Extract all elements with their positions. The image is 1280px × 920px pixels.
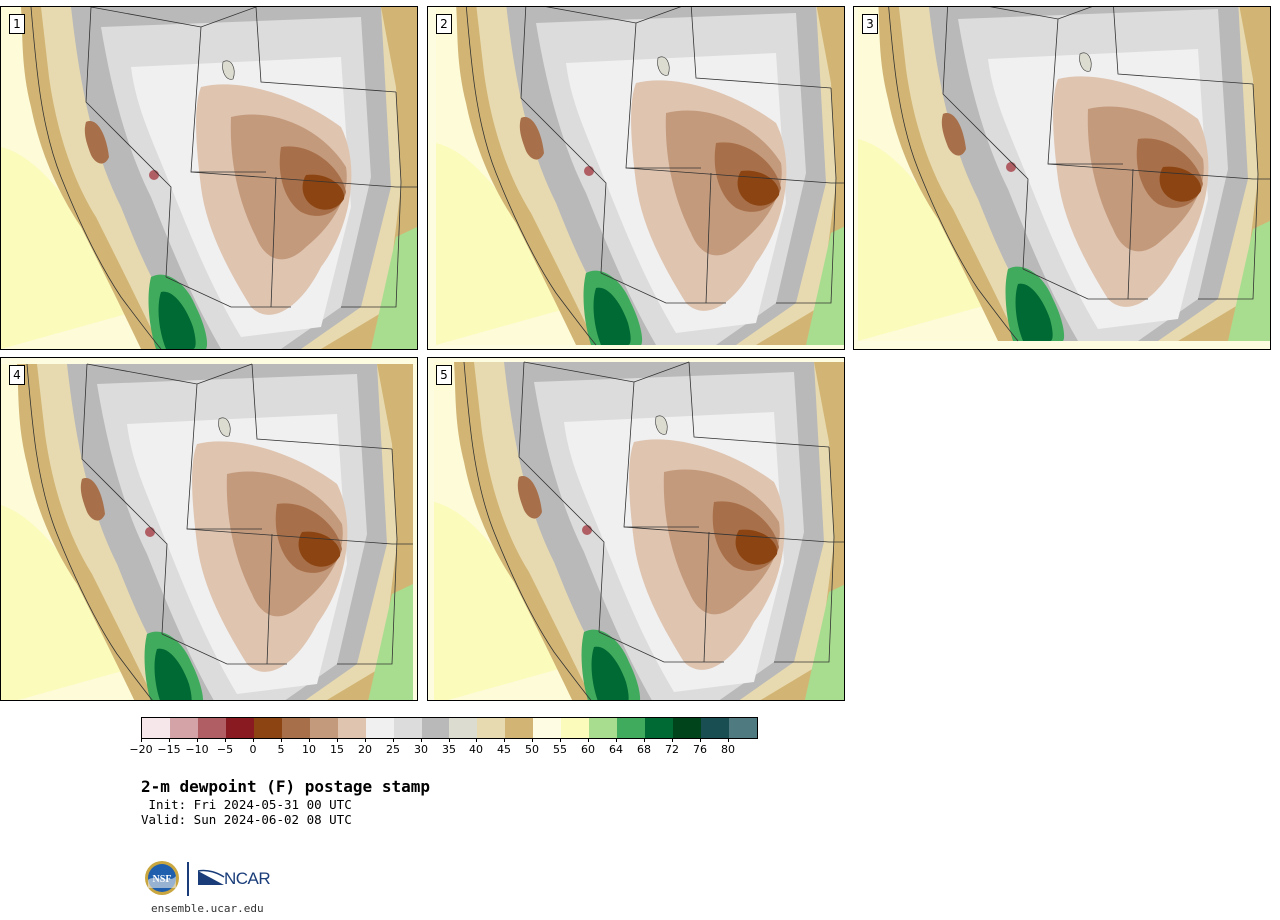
- colorbar-tick-label: 80: [721, 743, 735, 756]
- colorbar-tick: [337, 738, 338, 742]
- colorbar-segment: [281, 718, 310, 738]
- colorbar-segment: [673, 718, 702, 738]
- logo-divider: [187, 862, 189, 896]
- init-time: Init: Fri 2024-05-31 00 UTC: [141, 797, 352, 812]
- colorbar-tick-label: 35: [442, 743, 456, 756]
- colorbar-tick: [700, 738, 701, 742]
- colorbar-tick: [449, 738, 450, 742]
- colorbar-segment: [393, 718, 422, 738]
- footer-url: ensemble.ucar.edu: [151, 902, 264, 915]
- colorbar-segment: [225, 718, 254, 738]
- colorbar-segment: [561, 718, 590, 738]
- ncar-mark-icon: [198, 869, 225, 885]
- colorbar-segment: [449, 718, 478, 738]
- colorbar-segment: [589, 718, 618, 738]
- panel-label-2: 2: [436, 14, 452, 34]
- colorbar-segment: [617, 718, 646, 738]
- colorbar-segment: [197, 718, 226, 738]
- colorbar-tick-label: 0: [249, 743, 257, 756]
- dewpoint-map-1: [1, 7, 417, 349]
- panel-label-4: 4: [9, 365, 25, 385]
- colorbar-segment: [645, 718, 674, 738]
- ensemble-member-map-4: 4: [0, 357, 418, 701]
- colorbar-segment: [729, 718, 757, 738]
- colorbar-tick-label: −5: [216, 743, 234, 756]
- valid-time: Valid: Sun 2024-06-02 08 UTC: [141, 812, 352, 827]
- colorbar-tick: [672, 738, 673, 742]
- colorbar-tick-label: 68: [637, 743, 651, 756]
- colorbar-segment: [477, 718, 506, 738]
- colorbar-segment: [309, 718, 338, 738]
- colorbar-tick-label: 10: [302, 743, 316, 756]
- panel-label-1: 1: [9, 14, 25, 34]
- dewpoint-map-3: [857, 7, 1270, 342]
- colorbar-tick-label: 20: [358, 743, 372, 756]
- colorbar-tick: [169, 738, 170, 742]
- colorbar-segment: [701, 718, 730, 738]
- colorbar-tick: [728, 738, 729, 742]
- colorbar-tick: [504, 738, 505, 742]
- dewpoint-map-2: [435, 7, 844, 346]
- panel-label-5: 5: [436, 365, 452, 385]
- colorbar-tick-label: 5: [277, 743, 285, 756]
- colorbar-tick: [365, 738, 366, 742]
- colorbar-tick-label: 30: [414, 743, 428, 756]
- colorbar-tick-label: 25: [386, 743, 400, 756]
- map-title: 2-m dewpoint (F) postage stamp: [141, 777, 430, 796]
- colorbar-tick: [281, 738, 282, 742]
- ensemble-member-map-3: 3: [853, 6, 1271, 350]
- colorbar-segment: [421, 718, 450, 738]
- colorbar-segment: [365, 718, 394, 738]
- colorbar-segment: [169, 718, 198, 738]
- colorbar-tick: [476, 738, 477, 742]
- panel-label-3: 3: [862, 14, 878, 34]
- colorbar-tick: [616, 738, 617, 742]
- ensemble-member-map-1: 1: [0, 6, 418, 350]
- colorbar-segment: [253, 718, 282, 738]
- colorbar-tick-label: 64: [609, 743, 623, 756]
- colorbar-segment: [533, 718, 562, 738]
- colorbar-segment: [505, 718, 534, 738]
- colorbar-tick-label: 50: [525, 743, 539, 756]
- colorbar-tick-label: 55: [553, 743, 567, 756]
- colorbar-segment: [337, 718, 366, 738]
- ensemble-member-map-5: 5: [427, 357, 845, 701]
- dewpoint-colorbar: [141, 717, 758, 739]
- colorbar-tick-label: −20: [129, 743, 153, 756]
- colorbar-segment: [142, 718, 170, 738]
- colorbar-tick: [588, 738, 589, 742]
- colorbar-tick-label: −10: [185, 743, 209, 756]
- colorbar-tick: [560, 738, 561, 742]
- colorbar-tick-label: 45: [497, 743, 511, 756]
- colorbar-tick: [141, 738, 142, 742]
- logos: NSF NCAR: [144, 860, 284, 900]
- colorbar-tick: [225, 738, 226, 742]
- colorbar-tick: [393, 738, 394, 742]
- dewpoint-map-4: [1, 363, 414, 700]
- colorbar-tick-label: 76: [693, 743, 707, 756]
- colorbar-tick-label: 60: [581, 743, 595, 756]
- colorbar-tick: [309, 738, 310, 742]
- colorbar-tick-label: −15: [157, 743, 181, 756]
- colorbar-tick-label: 72: [665, 743, 679, 756]
- nsf-logo: NSF: [145, 861, 179, 895]
- colorbar-tick: [532, 738, 533, 742]
- colorbar-tick: [253, 738, 254, 742]
- colorbar-tick: [644, 738, 645, 742]
- colorbar-tick-label: 15: [330, 743, 344, 756]
- nsf-logo-text: NSF: [153, 874, 172, 885]
- ncar-logo-text: NCAR: [224, 869, 271, 888]
- dewpoint-map-5: [433, 361, 844, 700]
- ensemble-member-map-2: 2: [427, 6, 845, 350]
- colorbar-tick-label: 40: [469, 743, 483, 756]
- colorbar-tick: [421, 738, 422, 742]
- colorbar-tick: [197, 738, 198, 742]
